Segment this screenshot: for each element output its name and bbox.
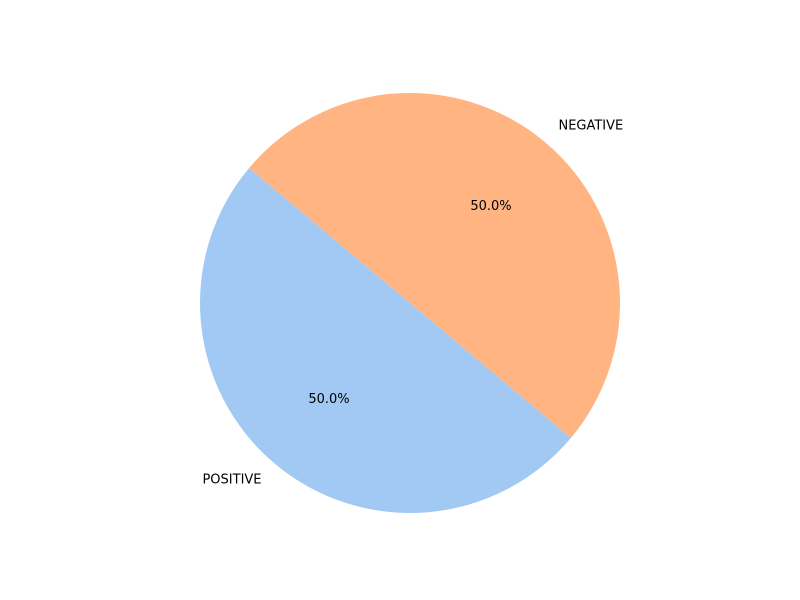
pie-labels: POSITIVE 50.0% NEGATIVE 50.0% xyxy=(202,119,623,488)
slice-label-positive: POSITIVE xyxy=(202,472,261,487)
pie-slice-negative xyxy=(249,93,620,438)
slice-percent-negative: 50.0% xyxy=(470,199,511,214)
slice-label-negative: NEGATIVE xyxy=(558,119,623,134)
pie-slice-positive xyxy=(200,168,571,514)
slice-percent-positive: 50.0% xyxy=(308,392,349,407)
pie-slices xyxy=(200,93,620,514)
